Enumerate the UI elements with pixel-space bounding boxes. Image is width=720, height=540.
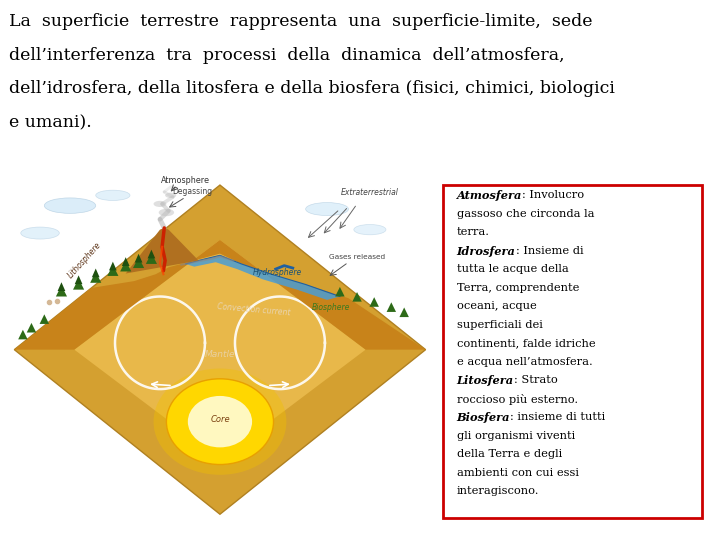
Text: Terra, comprendente: Terra, comprendente — [456, 283, 579, 293]
Polygon shape — [400, 307, 409, 317]
Text: superficiali dei: superficiali dei — [456, 320, 543, 330]
Ellipse shape — [165, 193, 176, 198]
Text: Biosphere: Biosphere — [312, 303, 351, 312]
Polygon shape — [107, 265, 118, 276]
Polygon shape — [133, 257, 144, 268]
Text: Degassing: Degassing — [172, 187, 212, 195]
Text: e umani).: e umani). — [9, 114, 91, 131]
Text: Extraterrestrial: Extraterrestrial — [341, 188, 399, 197]
Text: Idrosfera: Idrosfera — [456, 246, 516, 256]
Ellipse shape — [45, 198, 96, 213]
Ellipse shape — [354, 225, 386, 235]
Text: : Insieme di: : Insieme di — [516, 246, 583, 256]
Text: La  superficie  terrestre  rappresenta  una  superficie-limite,  sede: La superficie terrestre rappresenta una … — [9, 14, 592, 30]
Text: dell’interferenza  tra  processi  della  dinamica  dell’atmosfera,: dell’interferenza tra processi della din… — [9, 47, 564, 64]
Polygon shape — [146, 253, 157, 264]
Text: : Strato: : Strato — [514, 375, 557, 386]
Text: Hydrosphere: Hydrosphere — [253, 268, 302, 277]
Text: : insieme di tutti: : insieme di tutti — [510, 413, 606, 422]
Polygon shape — [135, 254, 143, 262]
Ellipse shape — [153, 201, 166, 207]
Polygon shape — [186, 255, 340, 300]
Text: ambienti con cui essi: ambienti con cui essi — [456, 468, 579, 478]
Text: della Terra e degli: della Terra e degli — [456, 449, 562, 460]
Text: : Involucro: : Involucro — [522, 190, 584, 200]
Ellipse shape — [305, 202, 348, 215]
Polygon shape — [352, 292, 361, 302]
Text: Atmosphere: Atmosphere — [161, 177, 210, 185]
Text: terra.: terra. — [456, 227, 490, 237]
Text: continenti, falde idriche: continenti, falde idriche — [456, 339, 595, 348]
Text: Mantle: Mantle — [204, 349, 235, 359]
Circle shape — [153, 368, 287, 475]
Text: Litosfera: Litosfera — [456, 375, 514, 386]
Polygon shape — [27, 323, 36, 333]
Polygon shape — [40, 314, 49, 324]
Text: interagiscono.: interagiscono. — [456, 487, 539, 496]
FancyBboxPatch shape — [443, 185, 703, 518]
Text: gli organismi viventi: gli organismi viventi — [456, 431, 575, 441]
Polygon shape — [90, 272, 102, 283]
Polygon shape — [122, 257, 130, 266]
Text: Core: Core — [210, 415, 230, 424]
Polygon shape — [336, 287, 345, 296]
Ellipse shape — [158, 209, 174, 216]
Text: Convection current: Convection current — [217, 302, 291, 318]
Text: e acqua nell’atmosfera.: e acqua nell’atmosfera. — [456, 357, 593, 367]
Polygon shape — [74, 240, 366, 460]
Text: gassoso che circonda la: gassoso che circonda la — [456, 209, 594, 219]
Polygon shape — [148, 249, 156, 259]
Polygon shape — [18, 330, 27, 339]
Text: oceani, acque: oceani, acque — [456, 301, 536, 311]
Polygon shape — [220, 240, 426, 350]
Polygon shape — [387, 302, 396, 312]
Circle shape — [188, 396, 252, 447]
Polygon shape — [75, 275, 83, 284]
Text: roccioso più esterno.: roccioso più esterno. — [456, 394, 577, 405]
Polygon shape — [58, 282, 66, 291]
Text: Atmosfera: Atmosfera — [456, 190, 522, 201]
Text: Lithosphere: Lithosphere — [66, 240, 104, 280]
Polygon shape — [120, 260, 131, 272]
Polygon shape — [126, 228, 199, 274]
Polygon shape — [92, 268, 99, 278]
Text: Biosfera: Biosfera — [456, 413, 510, 423]
Polygon shape — [56, 286, 67, 296]
Polygon shape — [73, 279, 84, 289]
Text: tutta le acque della: tutta le acque della — [456, 264, 568, 274]
Polygon shape — [109, 262, 117, 271]
Polygon shape — [369, 297, 379, 307]
Text: Gases released: Gases released — [329, 254, 385, 260]
Ellipse shape — [21, 227, 59, 239]
Text: dell’idrosfera, della litosfera e della biosfera (fisici, chimici, biologici: dell’idrosfera, della litosfera e della … — [9, 80, 614, 97]
Polygon shape — [14, 185, 426, 514]
Circle shape — [166, 379, 274, 464]
Ellipse shape — [96, 190, 130, 200]
Polygon shape — [14, 240, 220, 350]
